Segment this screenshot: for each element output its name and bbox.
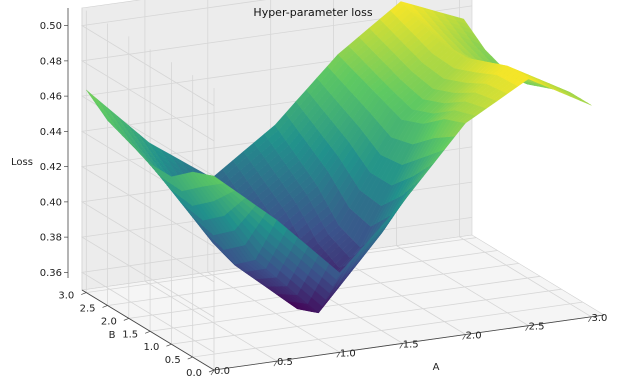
x-tick-mark [588, 316, 592, 322]
y-tick-mark [208, 369, 215, 373]
x-grid-line [207, 0, 341, 353]
surface-facet [577, 98, 592, 106]
x-tick-mark [462, 334, 466, 340]
x-tick-mark [399, 343, 404, 349]
y-tick-mark [166, 343, 172, 347]
z-tick-label: 0.40 [40, 197, 62, 208]
chart-title: Hyper-parameter loss [253, 6, 372, 19]
tick-labels: 0.0 0.5 1.0 1.5 2.0 2.5 3.0 0.0 0.5 1.0 1.5 2.0 2.5 3… [40, 21, 608, 379]
loss-surface [86, 1, 592, 314]
x-axis-line [213, 314, 605, 371]
x-tick-label: 2.0 [466, 331, 482, 342]
y-tick-mark [144, 330, 151, 334]
x-tick-label: 1.5 [403, 339, 419, 350]
z-tick-label: 0.36 [40, 268, 62, 279]
x-tick-label: 0.5 [277, 357, 293, 368]
x-tick-label: 3.0 [591, 313, 607, 324]
axis-lines [64, 8, 605, 376]
x-tick-label: 1.0 [340, 348, 356, 359]
x-grid-line [144, 0, 278, 362]
x-tick-label: 0.0 [214, 366, 230, 377]
y-tick-label: 2.5 [80, 303, 96, 314]
y-tick-label: 1.0 [144, 342, 160, 353]
x-tick-mark [336, 352, 341, 358]
z-tick-label: 0.46 [40, 92, 62, 103]
y-tick-label: 3.0 [58, 291, 74, 302]
y-axis-line [81, 289, 215, 371]
z-tick-label: 0.50 [40, 21, 62, 32]
y-tick-label: 0.0 [186, 368, 202, 379]
z-tick-label: 0.38 [40, 233, 62, 244]
z-axis-label: Loss [11, 157, 33, 168]
x-tick-mark [273, 360, 278, 367]
y-axis-label: B [109, 330, 116, 341]
x-tick-mark [210, 369, 215, 376]
y-tick-label: 2.0 [101, 316, 117, 327]
x-tick-mark [525, 325, 529, 331]
z-tick-label: 0.44 [40, 127, 62, 138]
z-tick-label: 0.48 [40, 56, 62, 67]
y-tick-mark [81, 292, 87, 295]
y-tick-label: 1.5 [122, 329, 138, 340]
y-tick-mark [187, 356, 193, 360]
y-tick-label: 0.5 [165, 355, 181, 366]
y-tick-mark [102, 305, 108, 308]
x-axis-label: A [433, 362, 440, 373]
z-tick-label: 0.42 [40, 162, 62, 173]
y-tick-mark [123, 318, 129, 321]
x-tick-label: 2.5 [529, 322, 545, 333]
